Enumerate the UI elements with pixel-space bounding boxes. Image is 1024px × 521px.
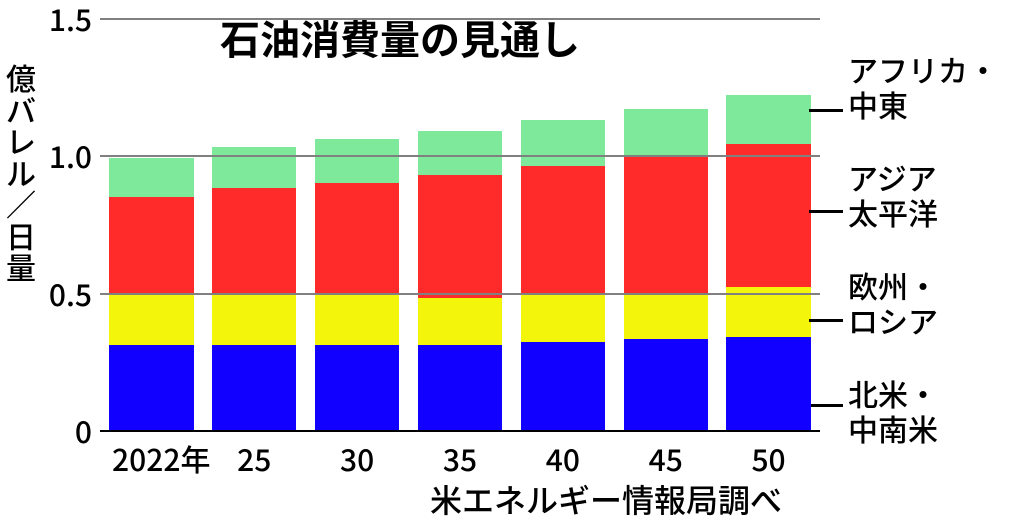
- bar-segment: [521, 120, 605, 167]
- bar-segment: [212, 345, 296, 430]
- bar: [212, 147, 296, 430]
- legend-item: 欧州・ロシア: [848, 268, 938, 337]
- bar-segment: [624, 109, 708, 156]
- bar: [726, 95, 810, 430]
- x-tick-label: 35: [443, 436, 477, 480]
- x-tick-label: 25: [237, 436, 271, 480]
- x-tick-label: 45: [649, 436, 683, 480]
- bar-segment: [212, 295, 296, 344]
- gridline: [100, 18, 820, 20]
- plot-area: 00.51.01.52022年253035404550: [100, 18, 820, 432]
- bar-segment: [109, 197, 193, 296]
- y-tick-label: 0.5: [49, 271, 92, 315]
- bar-segment: [315, 139, 399, 183]
- bar: [315, 139, 399, 430]
- legend-pointer: [809, 109, 843, 112]
- x-tick-label: 30: [340, 436, 374, 480]
- bar-segment: [109, 345, 193, 430]
- bars-container: [100, 18, 820, 430]
- bar-segment: [315, 183, 399, 296]
- y-tick-label: 1.5: [49, 0, 92, 40]
- gridline: [100, 155, 820, 157]
- oil-consumption-chart: 石油消費量の見通し 億バレル／日量 00.51.01.52022年2530354…: [0, 0, 1024, 521]
- gridline: [100, 293, 820, 295]
- bar-segment: [624, 293, 708, 340]
- bar-segment: [109, 295, 193, 344]
- bar-segment: [521, 166, 605, 295]
- legend-pointer: [809, 319, 843, 322]
- bar-segment: [315, 345, 399, 430]
- y-tick-label: 1.0: [49, 133, 92, 177]
- x-tick-label: 2022年: [112, 436, 210, 480]
- y-axis-label: 億バレル／日量: [6, 62, 36, 283]
- legend-pointer: [811, 404, 843, 407]
- bar-segment: [726, 95, 810, 144]
- chart-source: 米エネルギー情報局調べ: [430, 476, 782, 521]
- bar-segment: [418, 345, 502, 430]
- bar: [418, 131, 502, 430]
- bar-segment: [726, 337, 810, 430]
- x-tick-label: 40: [546, 436, 580, 480]
- bar-segment: [624, 155, 708, 292]
- bar-segment: [315, 295, 399, 344]
- bar-segment: [624, 339, 708, 430]
- bar-segment: [726, 144, 810, 287]
- legend-item: アジア太平洋: [848, 160, 938, 229]
- legend-item: 北米・中南米: [848, 376, 938, 445]
- bar-segment: [521, 295, 605, 342]
- bar: [521, 120, 605, 430]
- bar-segment: [212, 147, 296, 188]
- y-tick-label: 0: [75, 408, 92, 452]
- legend-item: アフリカ・中東: [848, 52, 998, 121]
- legend-pointer: [809, 210, 843, 213]
- bar-segment: [418, 175, 502, 299]
- bar-segment: [109, 158, 193, 196]
- x-tick-label: 50: [751, 436, 785, 480]
- bar-segment: [418, 131, 502, 175]
- bar-segment: [521, 342, 605, 430]
- bar-segment: [212, 188, 296, 295]
- bar-segment: [418, 298, 502, 345]
